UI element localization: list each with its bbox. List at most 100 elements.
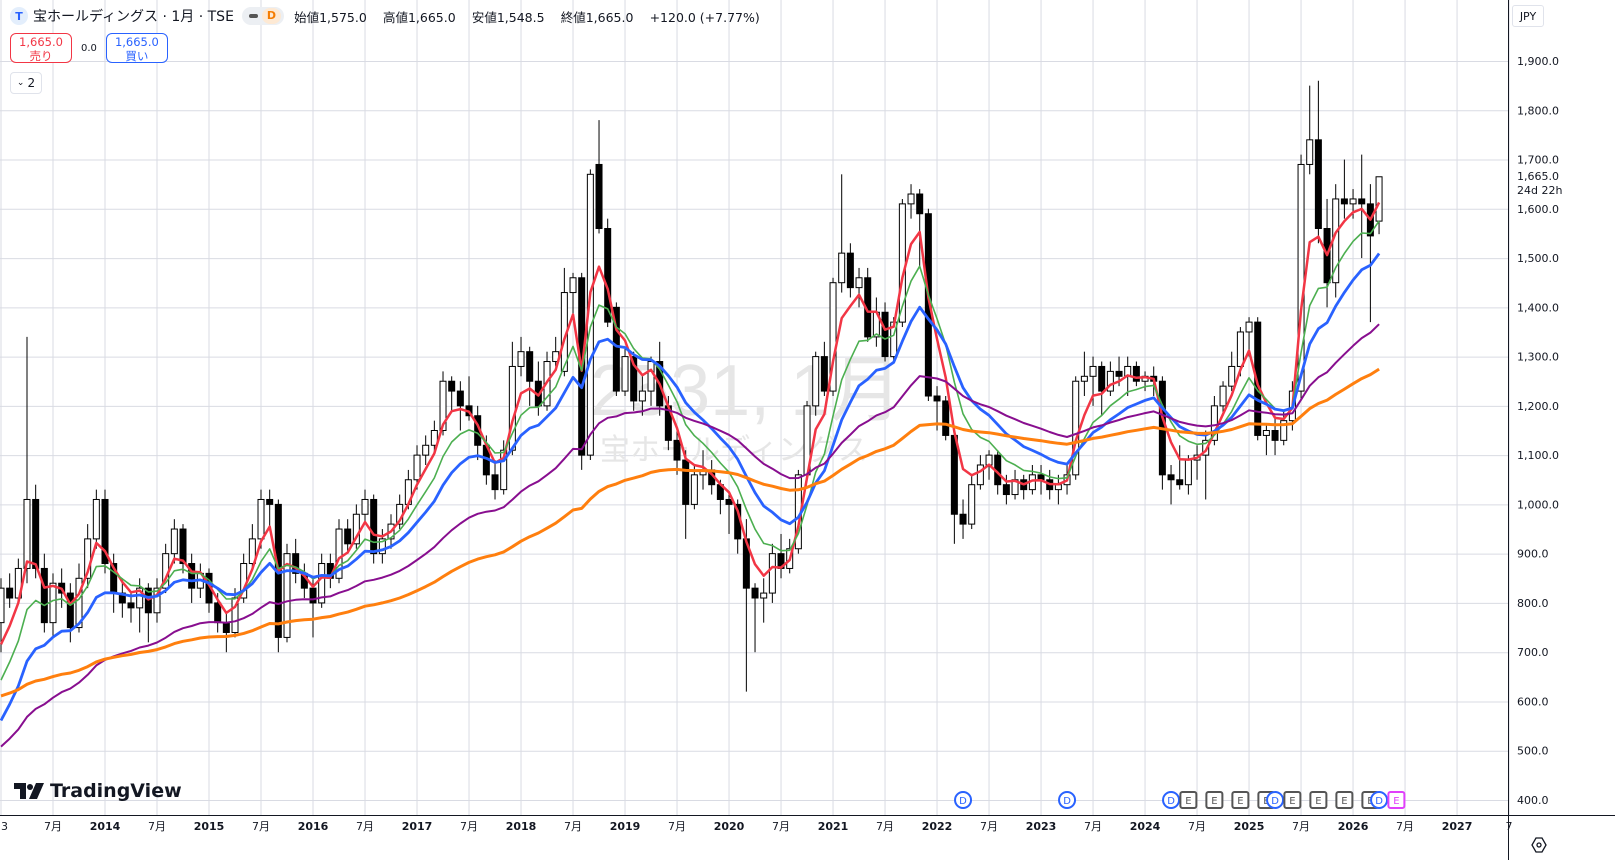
candle-down — [309, 587, 317, 604]
candle-up — [517, 351, 525, 367]
moving-average-line-ma1 — [0, 201, 1381, 645]
time-tick-label: 2019 — [610, 820, 641, 833]
price-axis[interactable]: 1,900.0 1,800.0 1,700.0 1,600.0 1,500.0 1,400… — [1517, 55, 1559, 807]
time-tick-label: 7月 — [980, 820, 998, 833]
dividend-marker-label: D — [1063, 796, 1071, 807]
candle-up — [500, 449, 508, 491]
moving-averages — [0, 201, 1381, 748]
candle-up — [968, 484, 976, 525]
candle-down — [725, 498, 733, 505]
candle-up — [829, 282, 837, 392]
price-tick-label: 800.0 — [1517, 597, 1549, 610]
candle-down — [916, 193, 924, 215]
candle-up — [1375, 176, 1383, 222]
candle-down — [595, 163, 603, 230]
tradingview-brand: TradingView — [50, 780, 182, 802]
candle-down — [612, 306, 620, 392]
spread-value: 0.0 — [81, 42, 97, 54]
candle-up — [621, 356, 629, 392]
buy-button[interactable]: 1,665.0 買い — [105, 33, 168, 63]
dividend-marker-icon — [1370, 791, 1389, 809]
time-tick-label: 7 — [1506, 820, 1513, 833]
candle-up — [838, 252, 846, 284]
candle-up — [760, 592, 768, 599]
market-status-pill[interactable]: D — [241, 7, 285, 25]
candle-up — [1236, 331, 1244, 367]
indicators-toggle-button[interactable]: ⌄ 2 — [10, 72, 42, 94]
earnings-marker-icon — [1387, 791, 1406, 809]
event-markers: DDDEEEEDEEEEDE — [954, 791, 1406, 809]
symbol-title[interactable]: 宝ホールディングス · 1月 · TSE — [33, 9, 234, 25]
price-tick-label: 600.0 — [1517, 695, 1549, 708]
candle-down — [32, 498, 40, 569]
time-tick-label: 2026 — [1338, 820, 1369, 833]
axis-settings-button[interactable] — [1528, 835, 1550, 855]
candle-up — [92, 498, 100, 540]
price-tick-label: 1,500.0 — [1517, 252, 1559, 265]
candle-down — [881, 311, 889, 358]
candle-up — [361, 498, 369, 515]
candle-down — [1340, 198, 1348, 205]
close-label: 終値 — [560, 9, 586, 25]
candle-up — [257, 498, 265, 540]
currency-button[interactable]: JPY — [1512, 5, 1544, 27]
earnings-marker-icon — [1335, 791, 1354, 809]
sell-label: 売り — [29, 49, 53, 63]
candle-up — [335, 528, 343, 579]
candle-up — [907, 193, 915, 205]
time-tick-label: 2017 — [402, 820, 433, 833]
earnings-marker-icon — [1179, 791, 1198, 809]
sell-price: 1,665.0 — [19, 35, 63, 49]
indicator-count: 2 — [27, 76, 36, 90]
high-label: 高値 — [382, 9, 408, 25]
time-tick-label: 7月 — [1396, 820, 1414, 833]
candle-up — [318, 563, 326, 604]
price-tick-label: 700.0 — [1517, 646, 1549, 659]
time-tick-label: 2021 — [818, 820, 849, 833]
candle-up — [638, 390, 646, 402]
candle-up — [1089, 365, 1097, 377]
time-tick-label: 2015 — [194, 820, 225, 833]
candle-up — [1219, 385, 1227, 407]
candle-up — [23, 498, 31, 569]
time-tick-label: 13 — [0, 820, 8, 833]
candle-up — [1306, 139, 1314, 165]
candle-down — [448, 380, 456, 392]
candle-up — [430, 430, 438, 446]
candle-up — [153, 587, 161, 614]
sell-button[interactable]: 1,665.0 売り — [10, 33, 72, 63]
price-tick-label: 500.0 — [1517, 745, 1549, 758]
candle-down — [604, 228, 612, 323]
time-tick-label: 7月 — [148, 820, 166, 833]
candle-down — [266, 498, 274, 505]
price-tick-label: 400.0 — [1517, 794, 1549, 807]
time-tick-label: 2022 — [922, 820, 953, 833]
candle-up — [690, 474, 698, 505]
candle-up — [1228, 365, 1236, 387]
market-closed-icon — [248, 14, 258, 18]
close-value: 1,665.0 — [585, 9, 634, 25]
candle-down — [370, 498, 378, 555]
trade-panel: 1,665.0 売り 0.0 1,665.0 買い — [10, 33, 168, 63]
earnings-marker-icon — [1283, 791, 1302, 809]
moving-average-line-ma3 — [0, 252, 1381, 722]
price-tick-label: 1,000.0 — [1517, 498, 1559, 511]
tradingview-logo[interactable]: TradingView — [14, 780, 182, 802]
candle-up — [1080, 375, 1088, 382]
candle-down — [40, 567, 48, 624]
candle-down — [1132, 365, 1140, 382]
delayed-data-badge: D — [261, 8, 282, 24]
earnings-marker-icon — [1205, 791, 1224, 809]
candle-up — [1184, 459, 1192, 486]
candle-up — [768, 553, 776, 594]
time-tick-label: 2027 — [1442, 820, 1473, 833]
buy-price: 1,665.0 — [114, 35, 159, 49]
time-tick-label: 7月 — [1084, 820, 1102, 833]
earnings-marker-label: E — [1211, 796, 1217, 807]
earnings-marker-label: E — [1393, 796, 1399, 807]
candle-down — [214, 602, 222, 624]
time-axis[interactable]: 13 7月 2014 7月 2015 7月 2016 7月 2017 7月 2018 7月 2019 7月… — [0, 820, 1513, 833]
open-value: 1,575.0 — [319, 9, 367, 25]
candle-down — [1254, 321, 1262, 436]
